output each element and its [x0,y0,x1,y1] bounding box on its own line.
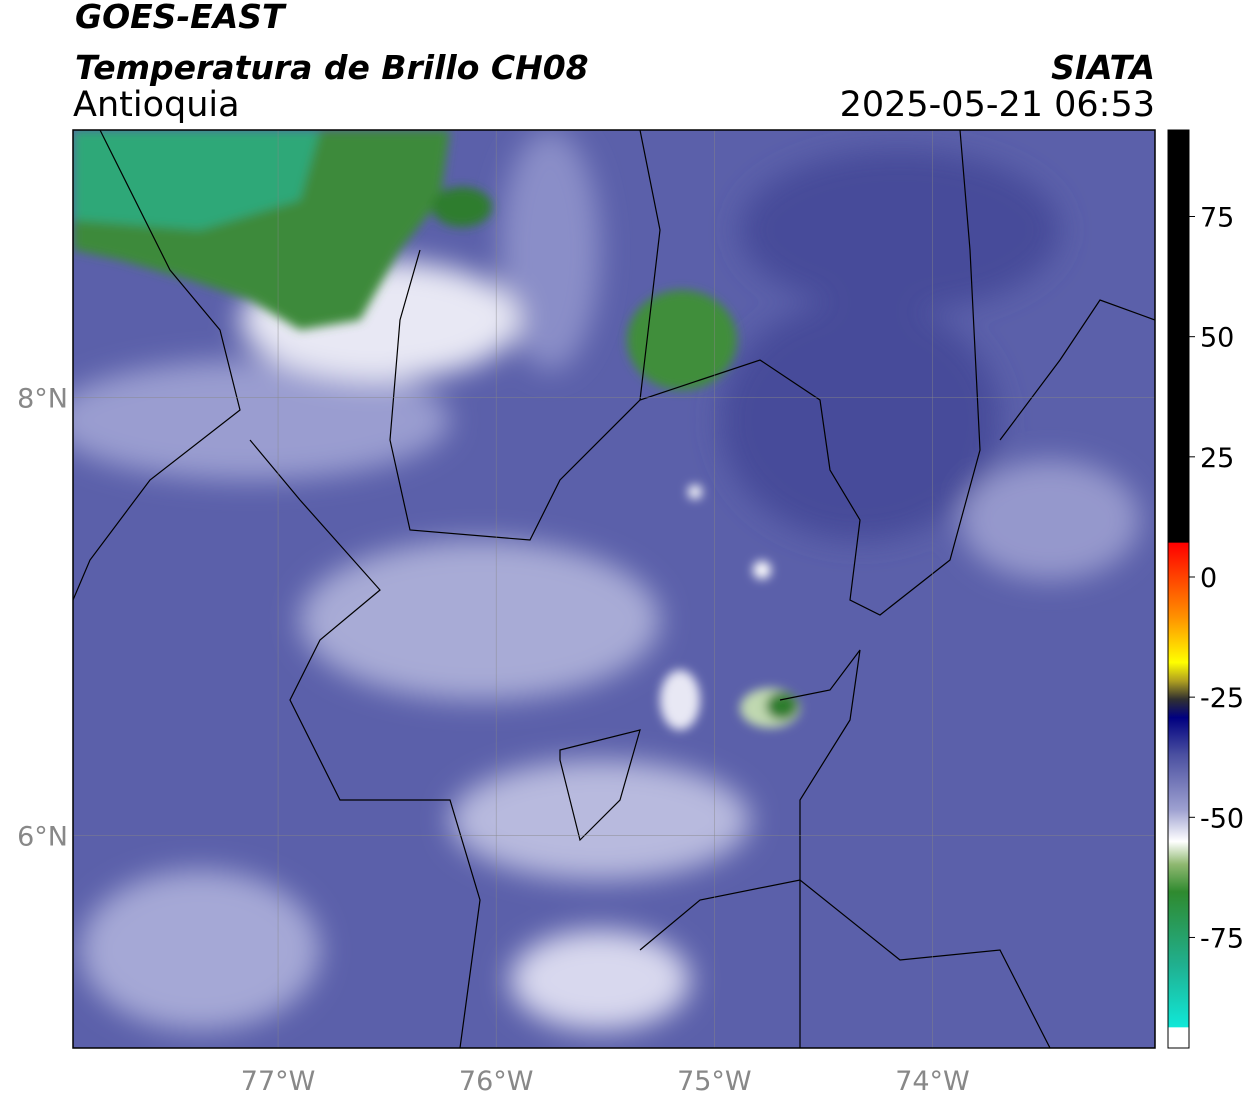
map-frame [72,129,1156,1049]
lon-tick-label: 76°W [459,1066,534,1097]
colorbar [1167,129,1190,1049]
colorbar-tick-label: -75 [1200,923,1244,954]
lat-tick-label: 8°N [17,383,68,414]
imagery [73,130,1155,1048]
colorbar-tick-label: -50 [1200,803,1244,834]
lon-tick-label: 77°W [241,1066,316,1097]
datetime: 2025-05-21 06:53 [840,85,1155,125]
subtitle: Temperatura de Brillo CH08 [75,48,589,87]
colorbar-tick-label: 50 [1200,323,1234,354]
lon-tick-label: 75°W [677,1066,752,1097]
title: GOES-EAST [75,0,287,36]
source: SIATA [1051,48,1155,87]
lat-tick-label: 6°N [17,821,68,852]
region: Antioquia [73,85,240,125]
colorbar-tick-label: -25 [1200,683,1244,714]
borders [73,130,1155,1048]
colorbar-tick-label: 75 [1200,203,1234,234]
lon-tick-label: 74°W [895,1066,970,1097]
colorbar-tick-label: 25 [1200,443,1234,474]
colorbar-tick-label: 0 [1200,563,1217,594]
